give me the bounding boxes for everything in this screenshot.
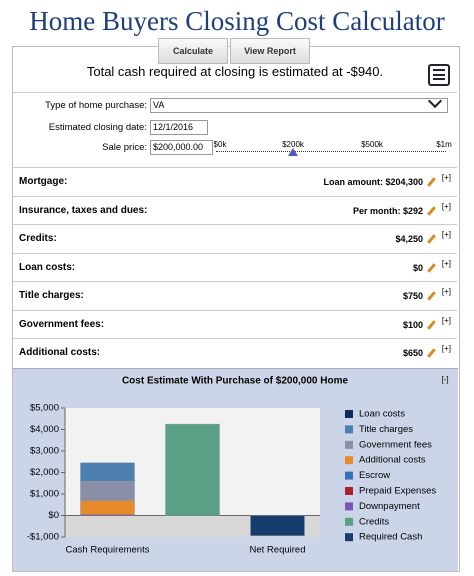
cost-row: Loan costs: $0 [+] xyxy=(13,252,457,282)
legend-label: Title charges xyxy=(359,424,413,435)
report-button[interactable]: View Report xyxy=(230,38,310,64)
cost-value: Per month: $292 xyxy=(352,205,423,216)
slider-handle[interactable] xyxy=(288,148,298,156)
bar-segment xyxy=(250,515,305,536)
legend-label: Escrow xyxy=(359,470,390,481)
bar-segment xyxy=(80,500,135,515)
legend-label: Downpayment xyxy=(359,501,420,512)
page-title: Home Buyers Closing Cost Calculator xyxy=(29,6,445,36)
legend-swatch xyxy=(345,456,353,465)
legend-label: Credits xyxy=(359,516,389,527)
cost-value: $4,250 xyxy=(395,234,423,244)
edit-icon[interactable] xyxy=(427,234,436,244)
cost-row: Title charges: $750 [+] xyxy=(13,281,457,310)
expand[interactable]: [+] xyxy=(441,287,451,296)
cost-row: Credits: $4,250 [+] xyxy=(13,224,457,253)
bar-segment xyxy=(80,462,135,482)
input[interactable]: $200,000.00 xyxy=(150,140,213,155)
legend-label: Government fees xyxy=(359,439,432,450)
cost-label: Title charges: xyxy=(19,290,84,301)
legend-label: Loan costs xyxy=(359,409,405,420)
select[interactable]: VA xyxy=(150,98,448,113)
x-tick-label: Cash Requirements xyxy=(66,545,150,556)
form-label: Type of home purchase: xyxy=(45,100,147,111)
x-tick-label: Net Required xyxy=(250,545,306,556)
edit-icon[interactable] xyxy=(427,177,436,187)
cost-label: Government fees: xyxy=(19,318,105,330)
legend-label: Prepaid Expenses xyxy=(359,486,436,497)
expand[interactable]: [+] xyxy=(441,315,451,325)
cost-label: Additional costs: xyxy=(19,347,101,358)
slider-label: $1m xyxy=(436,140,452,149)
edit-icon[interactable] xyxy=(427,291,436,301)
legend-swatch xyxy=(345,533,353,542)
bar-segment xyxy=(80,480,135,501)
y-tick-label: $2,000 xyxy=(30,467,59,478)
expand[interactable]: [+] xyxy=(441,230,451,239)
legend-swatch xyxy=(345,487,353,495)
slider-label: $200k xyxy=(282,140,304,149)
summary: Total cash required at closing is estima… xyxy=(86,64,384,79)
slider-track[interactable] xyxy=(216,151,446,152)
legend-swatch xyxy=(345,502,353,511)
edit-icon[interactable] xyxy=(427,348,436,358)
cost-value: $650 xyxy=(402,348,423,358)
legend-swatch xyxy=(345,471,353,480)
cost-value: $750 xyxy=(402,291,423,301)
y-tick-label: $0 xyxy=(48,510,59,521)
legend-label: Required Cash xyxy=(359,532,422,543)
cost-row: Government fees: $100 [+] xyxy=(13,309,457,339)
y-tick-label: $5,000 xyxy=(30,403,59,414)
cost-row: Additional costs: $650 [+] xyxy=(13,338,457,367)
cost-value: $0 xyxy=(412,262,423,273)
legend-label: Additional costs xyxy=(359,455,426,466)
cost-value: Loan amount: $204,300 xyxy=(323,177,423,187)
expand[interactable]: [+] xyxy=(441,173,451,182)
y-tick-label: $4,000 xyxy=(30,424,59,435)
legend-swatch xyxy=(345,517,353,526)
form-label: Sale price: xyxy=(102,142,147,153)
slider-label: $500k xyxy=(361,140,383,149)
edit-icon[interactable] xyxy=(427,319,436,330)
slider-label: $0k xyxy=(213,140,227,149)
cost-value: $100 xyxy=(402,319,423,330)
expand[interactable]: [+] xyxy=(441,201,451,211)
cost-label: Mortgage: xyxy=(19,176,68,187)
divider xyxy=(13,92,457,93)
y-tick-label: $1,000 xyxy=(30,489,59,500)
menu-icon[interactable] xyxy=(428,64,450,86)
legend-swatch xyxy=(345,425,353,434)
cost-label: Loan costs: xyxy=(19,261,76,273)
cost-row: Mortgage: Loan amount: $204,300 [+] xyxy=(13,167,457,196)
cost-row: Insurance, taxes and dues: Per month: $29… xyxy=(13,195,457,225)
bar-segment xyxy=(165,423,220,516)
edit-icon[interactable] xyxy=(427,262,436,273)
collapse[interactable]: [-] xyxy=(441,375,448,384)
cost-label: Insurance, taxes and dues: xyxy=(19,204,148,216)
expand[interactable]: [+] xyxy=(441,344,451,353)
legend-swatch xyxy=(345,410,353,418)
chart-title: Cost Estimate With Purchase of $200,000 … xyxy=(122,376,349,387)
y-tick-label: -$1,000 xyxy=(27,532,59,543)
expand[interactable]: [+] xyxy=(441,258,451,268)
legend-swatch xyxy=(345,440,353,449)
y-tick-label: $3,000 xyxy=(30,446,59,457)
input[interactable]: 12/1/2016 xyxy=(150,120,208,135)
edit-icon[interactable] xyxy=(427,205,436,216)
form-label: Estimated closing date: xyxy=(48,122,147,133)
cost-label: Credits: xyxy=(19,233,57,244)
calculate-button[interactable]: Calculate xyxy=(158,38,228,64)
